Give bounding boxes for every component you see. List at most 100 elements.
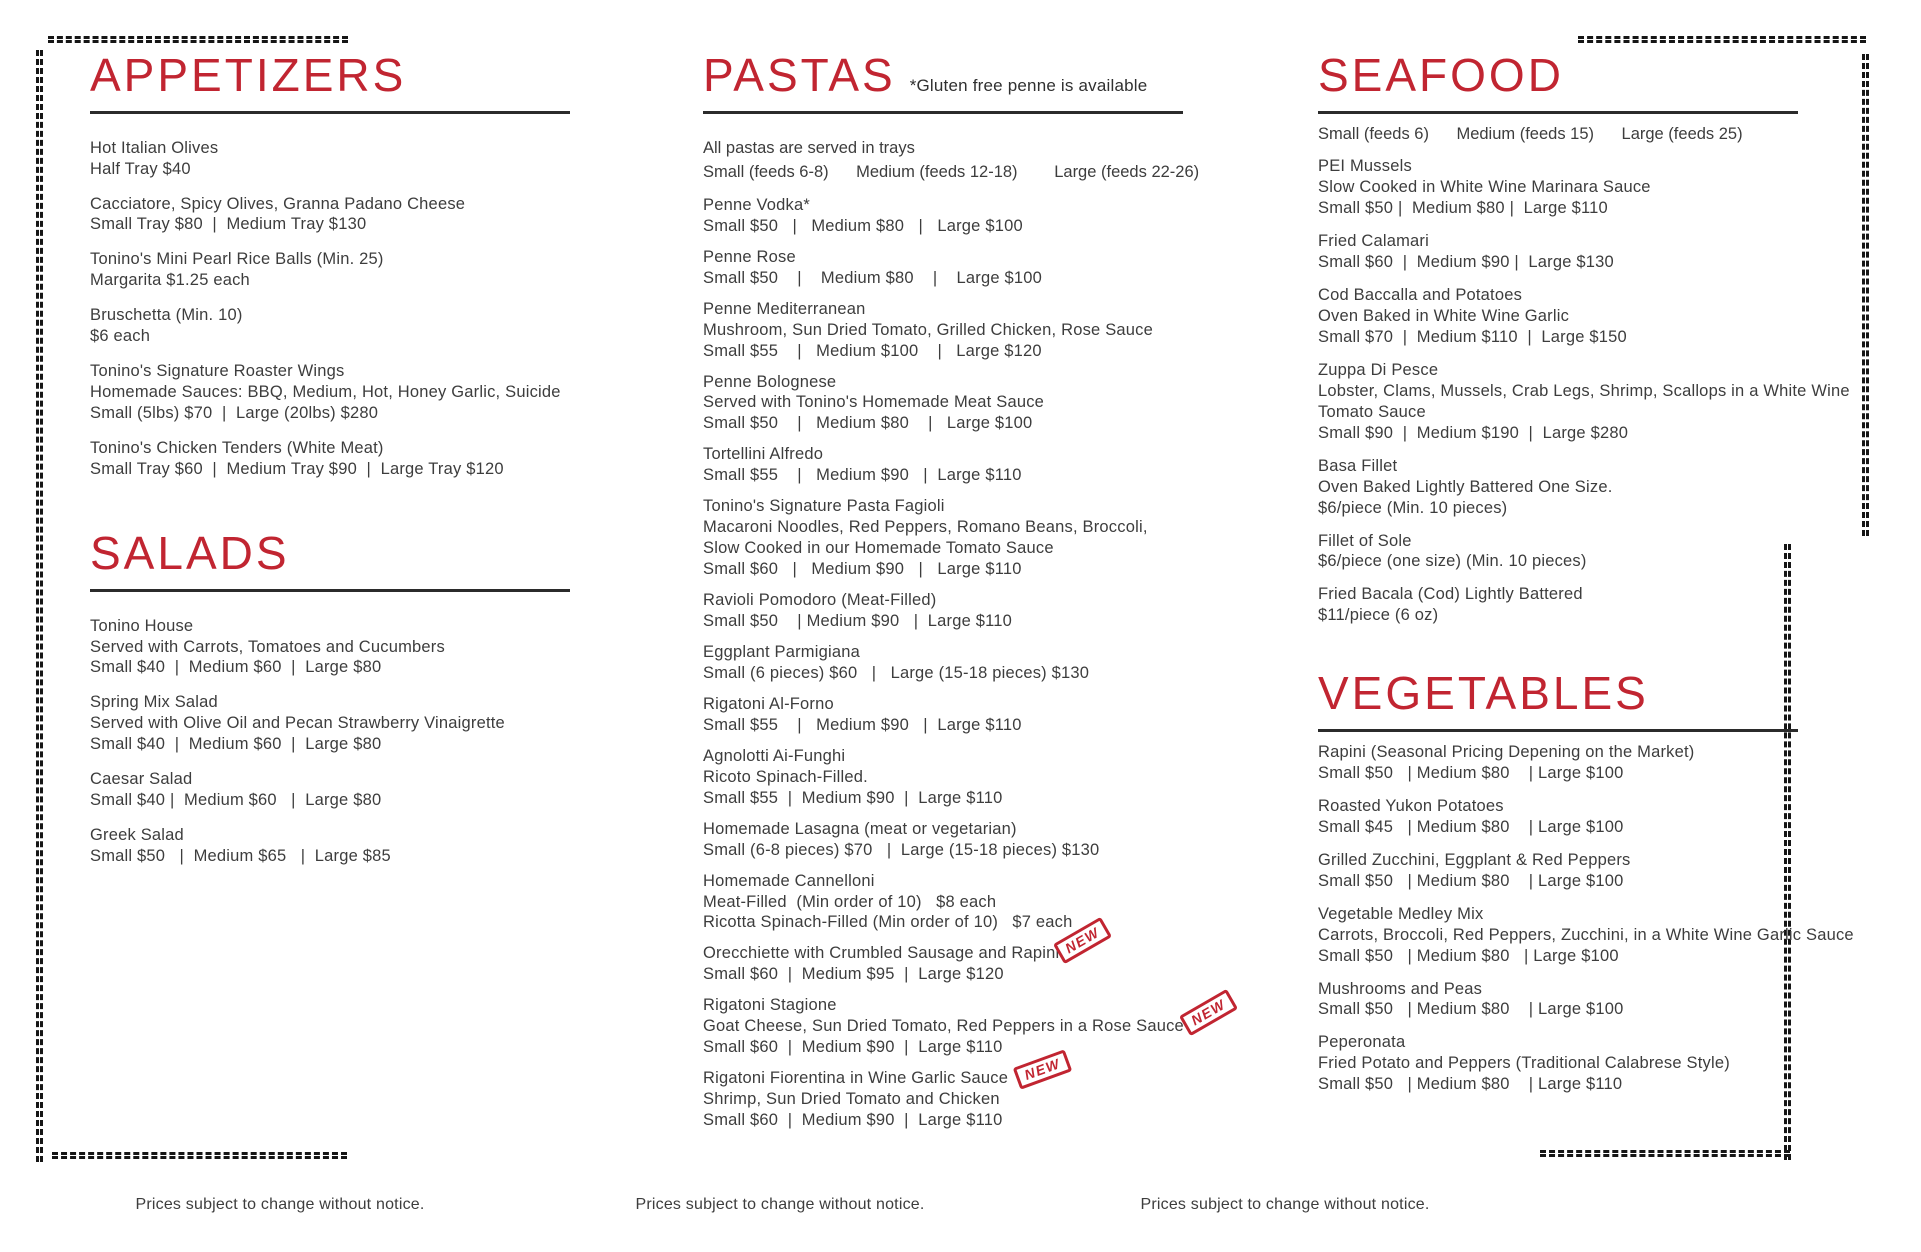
- item-detail: Small $40 | Medium $60 | Large $80: [90, 791, 382, 810]
- item-name: Penne Bolognese: [703, 372, 837, 391]
- menu-item: Rigatoni Fiorentina in Wine Garlic Sauce…: [703, 1049, 1240, 1131]
- item-detail: Meat-Filled (Min order of 10) $8 each: [703, 892, 997, 911]
- item-name: Agnolotti Ai-Funghi: [703, 746, 846, 765]
- item-name: Penne Rose: [703, 247, 796, 266]
- item-name: Fillet of Sole: [1318, 531, 1412, 550]
- menu-item: Spring Mix Salad Served with Olive Oil an…: [90, 692, 582, 755]
- section-title: VEGETABLES: [1318, 667, 1649, 720]
- section-title: SALADS: [90, 526, 290, 579]
- menu-item: Caesar Salad Small $40 | Medium $60 | Lar…: [90, 769, 582, 811]
- menu-item: Tortellini Alfredo Small $55 | Medium $90…: [703, 444, 1240, 486]
- menu-item: Peperonata Fried Potato and Peppers (Trad…: [1318, 1032, 1890, 1095]
- item-detail: Small $50 | Medium $65 | Large $85: [90, 847, 391, 866]
- menu-item: Rapini (Seasonal Pricing Depening on the…: [1318, 742, 1890, 784]
- item-detail: Small $60 | Medium $90 | Large $110: [703, 1038, 1003, 1057]
- item-name: Grilled Zucchini, Eggplant & Red Peppers: [1318, 850, 1631, 869]
- menu-item: Basa Fillet Oven Baked Lightly Battered O…: [1318, 456, 1890, 519]
- menu-item: Ravioli Pomodoro (Meat-Filled) Small $50 …: [703, 590, 1240, 632]
- footer-note: Prices subject to change without notice.: [135, 1196, 425, 1213]
- footer-note: Prices subject to change without notice.: [635, 1196, 925, 1213]
- item-name: Spring Mix Salad: [90, 693, 218, 712]
- item-detail: Slow Cooked in our Homemade Tomato Sauce: [703, 539, 1054, 558]
- menu-item: Cacciatore, Spicy Olives, Granna Padano …: [90, 194, 582, 236]
- footer-note: Prices subject to change without notice.: [1140, 1196, 1430, 1213]
- item-detail: Small $45 | Medium $80 | Large $100: [1318, 817, 1624, 836]
- item-name: Mushrooms and Peas: [1318, 979, 1483, 998]
- menu-border-segment: [1862, 54, 1869, 536]
- item-name: Rigatoni Stagione: [703, 996, 837, 1015]
- menu-section-appetizers: APPETIZERS Hot Italian Olives Half Tray $4…: [82, 50, 582, 480]
- item-detail: Tomato Sauce: [1318, 402, 1426, 421]
- menu-item: Hot Italian Olives Half Tray $40: [90, 138, 582, 180]
- item-detail: Carrots, Broccoli, Red Peppers, Zucchini…: [1318, 925, 1854, 944]
- item-name: Greek Salad: [90, 826, 184, 845]
- item-name: Rigatoni Fiorentina in Wine Garlic Sauce: [703, 1069, 1009, 1088]
- intro-line: Small (feeds 6-8) Medium (feeds 12-18) L…: [703, 163, 1200, 182]
- item-detail: Small $60 | Medium $90 | Large $130: [1318, 253, 1614, 272]
- menu-section-vegetables: VEGETABLES Rapini (Seasonal Pricing Depen…: [1310, 668, 1890, 1095]
- item-name: Orecchiette with Crumbled Sausage and Ra…: [703, 944, 1060, 963]
- item-detail: Small $50 | Medium $80 | Large $100: [1318, 763, 1624, 782]
- menu-item: Cod Baccalla and Potatoes Oven Baked in W…: [1318, 285, 1890, 348]
- item-detail: Small (6-8 pieces) $70 | Large (15-18 pi…: [703, 840, 1100, 859]
- item-name: Tonino's Mini Pearl Rice Balls (Min. 25): [90, 250, 384, 269]
- menu-item: Fillet of Sole $6/piece (one size) (Min. …: [1318, 531, 1890, 573]
- section-title: SEAFOOD: [1318, 49, 1564, 101]
- item-detail: Oven Baked in White Wine Garlic: [1318, 306, 1570, 325]
- item-detail: Small Tray $80 | Medium Tray $130: [90, 215, 367, 234]
- item-detail: Small $50 | Medium $80 | Large $100: [1318, 946, 1619, 965]
- item-detail: $6/piece (Min. 10 pieces): [1318, 498, 1508, 517]
- menu-item: PEI Mussels Slow Cooked in White Wine Mar…: [1318, 156, 1890, 219]
- item-name: Penne Mediterranean: [703, 299, 866, 318]
- item-name: Cod Baccalla and Potatoes: [1318, 285, 1523, 304]
- menu-item: Penne Bolognese Served with Tonino's Home…: [703, 372, 1240, 435]
- intro-line: All pastas are served in trays: [703, 138, 915, 157]
- item-detail: Served with Carrots, Tomatoes and Cucumb…: [90, 637, 445, 656]
- menu-item: Orecchiette with Crumbled Sausage and Ra…: [703, 917, 1240, 985]
- item-detail: Served with Olive Oil and Pecan Strawber…: [90, 714, 505, 733]
- item-name: Caesar Salad: [90, 770, 193, 789]
- menu-border-segment: [1578, 36, 1866, 43]
- menu-column-left: APPETIZERS Hot Italian Olives Half Tray $4…: [82, 50, 582, 881]
- item-detail: Ricotta Spinach-Filled (Min order of 10)…: [703, 913, 1073, 932]
- item-detail: Homemade Sauces: BBQ, Medium, Hot, Honey…: [90, 383, 561, 402]
- item-detail: Small $50 | Medium $80 | Large $100: [703, 414, 1033, 433]
- item-detail: Small (6 pieces) $60 | Large (15-18 piec…: [703, 663, 1090, 682]
- menu-item: Tonino House Served with Carrots, Tomatoe…: [90, 616, 582, 679]
- menu-item: Fried Calamari Small $60 | Medium $90 | L…: [1318, 231, 1890, 273]
- item-name: Vegetable Medley Mix: [1318, 904, 1484, 923]
- item-detail: Small $50 | Medium $80 | Large $100: [703, 216, 1023, 235]
- menu-section-seafood: SEAFOOD Small (feeds 6) Medium (feeds 15)…: [1310, 50, 1890, 626]
- item-detail: Fried Potato and Peppers (Traditional Ca…: [1318, 1054, 1730, 1073]
- item-detail: Macaroni Noodles, Red Peppers, Romano Be…: [703, 518, 1148, 537]
- menu-column-right: SEAFOOD Small (feeds 6) Medium (feeds 15)…: [1310, 50, 1890, 1107]
- title-rule: [90, 588, 570, 592]
- menu-item: Eggplant Parmigiana Small (6 pieces) $60 …: [703, 642, 1240, 684]
- item-name: Rigatoni Al-Forno: [703, 694, 834, 713]
- item-detail: Small $40 | Medium $60 | Large $80: [90, 658, 382, 677]
- menu-item: Penne Vodka* Small $50 | Medium $80 | Lar…: [703, 195, 1240, 237]
- item-detail: Small $50 | Medium $80 | Large $110: [1318, 199, 1608, 218]
- menu-border-segment: [48, 36, 348, 43]
- menu-item: Vegetable Medley Mix Carrots, Broccoli, R…: [1318, 904, 1890, 967]
- menu-item: Penne Mediterranean Mushroom, Sun Dried T…: [703, 299, 1240, 362]
- item-detail: Small $50 | Medium $80 | Large $100: [703, 268, 1042, 287]
- menu-section-salads: SALADS Tonino House Served with Carrots, T…: [82, 528, 582, 867]
- item-detail: Small $60 | Medium $95 | Large $120: [703, 965, 1004, 984]
- menu-item: Mushrooms and Peas Small $50 | Medium $80…: [1318, 979, 1890, 1021]
- section-title: PASTAS *Gluten free penne is available: [703, 49, 1148, 101]
- menu-border-segment: [1540, 1150, 1790, 1157]
- intro-line: Small (feeds 6) Medium (feeds 15) Large …: [1318, 124, 1743, 143]
- menu-item: Fried Bacala (Cod) Lightly Battered $11/p…: [1318, 584, 1890, 626]
- item-detail: Small $60 | Medium $90 | Large $110: [703, 1111, 1003, 1130]
- item-name: PEI Mussels: [1318, 157, 1412, 176]
- item-name: Bruschetta (Min. 10): [90, 306, 243, 325]
- menu-item: Agnolotti Ai-Funghi Ricoto Spinach-Filled…: [703, 746, 1240, 809]
- item-detail: Small $50 | Medium $80 | Large $100: [1318, 871, 1624, 890]
- title-rule: [90, 110, 570, 114]
- menu-item: Greek Salad Small $50 | Medium $65 | Larg…: [90, 825, 582, 867]
- item-name: Rapini (Seasonal Pricing Depening on the…: [1318, 742, 1695, 761]
- menu-item: Roasted Yukon Potatoes Small $45 | Medium…: [1318, 796, 1890, 838]
- item-detail: Ricoto Spinach-Filled.: [703, 767, 868, 786]
- item-detail: $11/piece (6 oz): [1318, 606, 1439, 625]
